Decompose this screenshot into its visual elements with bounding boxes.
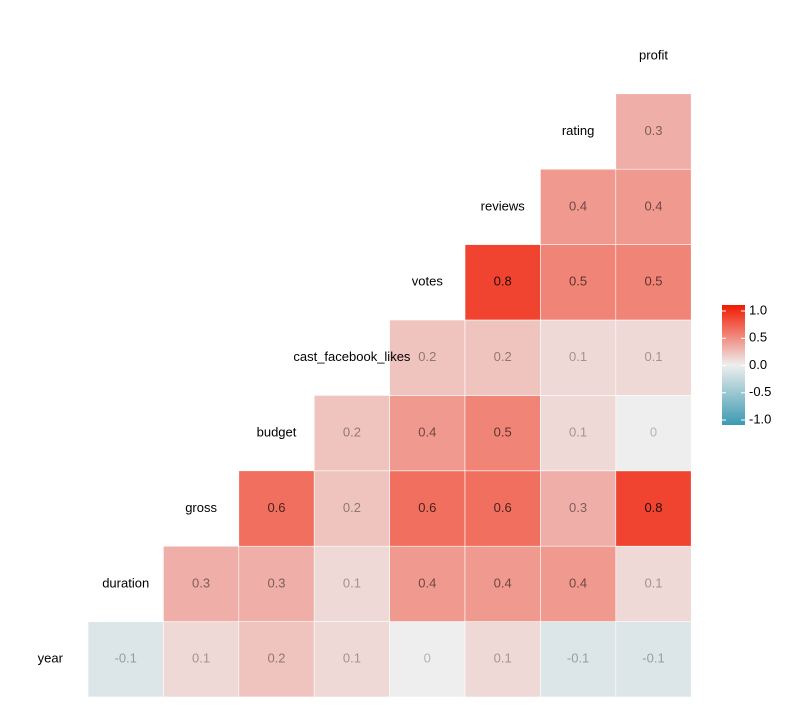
cell-label: 0.8 [494,274,512,289]
cell [615,545,692,622]
variable-label: year [38,651,64,666]
cell [389,545,466,622]
variable-label: gross [185,500,217,515]
variable-label: reviews [481,198,526,213]
cell [238,545,315,622]
cell [238,470,315,547]
cell [389,319,466,396]
cell-label: 0.8 [644,500,662,515]
cell [163,621,240,698]
cell-label: 0.4 [569,198,587,213]
cell-label: 0.2 [418,349,436,364]
cell-label: 0.3 [267,575,285,590]
legend-colorbar [722,305,745,425]
cell-label: -0.1 [642,651,664,666]
cell-label: 0.4 [644,198,662,213]
legend-tick-label: 0.0 [749,357,767,372]
variable-label: votes [412,274,444,289]
cell [615,621,692,698]
cell [464,319,541,396]
cell [389,470,466,547]
cell-label: 0.1 [644,575,662,590]
cell-label: 0.4 [569,575,587,590]
cell [615,470,692,547]
cell [615,319,692,396]
variable-label: rating [562,123,595,138]
cell [163,545,240,622]
cell-label: 0 [650,425,657,440]
cell [389,395,466,472]
legend-tick-label: 1.0 [749,302,767,317]
cell-label: 0.1 [494,651,512,666]
legend-tick-label: 0.5 [749,330,767,345]
cell-label: 0.1 [569,349,587,364]
cell-label: 0.2 [343,500,361,515]
cell [313,470,390,547]
variable-label: budget [257,425,297,440]
cell [540,621,617,698]
cell-label: 0.3 [644,123,662,138]
cell [87,621,164,698]
cell-label: 0.1 [569,425,587,440]
cell-label: 0.3 [569,500,587,515]
cell [615,168,692,245]
cell [615,93,692,170]
cell-label: 0.5 [569,274,587,289]
cell [464,621,541,698]
cell-label: -0.1 [114,651,136,666]
cell-label: 0.4 [418,575,436,590]
cell [464,244,541,321]
cell-label: 0.1 [343,651,361,666]
cell [615,395,692,472]
cell [389,621,466,698]
cell-label: 0.6 [267,500,285,515]
cell-label: 0 [424,651,431,666]
legend-tick-label: -0.5 [749,384,771,399]
cell-label: -0.1 [567,651,589,666]
cell-label: 0.2 [343,425,361,440]
cell [615,244,692,321]
cell-label: 0.4 [418,425,436,440]
cell-label: 0.6 [494,500,512,515]
cell [464,470,541,547]
cell [540,168,617,245]
cell-label: 0.3 [192,575,210,590]
cell-label: 0.6 [418,500,436,515]
cell [540,395,617,472]
cell [313,621,390,698]
cell [464,545,541,622]
cell-label: 0.2 [267,651,285,666]
cell-label: 0.2 [494,349,512,364]
cell-label: 0.1 [192,651,210,666]
variable-label: profit [639,48,668,63]
cell-label: 0.1 [343,575,361,590]
cell [540,319,617,396]
cell-label: 0.1 [644,349,662,364]
cell-label: 0.4 [494,575,512,590]
cell-label: 0.5 [644,274,662,289]
variable-label: duration [102,575,149,590]
variable-label: cast_facebook_likes [293,349,411,364]
cell [313,395,390,472]
legend-tick-label: -1.0 [749,411,771,426]
cell [540,470,617,547]
cell-label: 0.5 [494,425,512,440]
